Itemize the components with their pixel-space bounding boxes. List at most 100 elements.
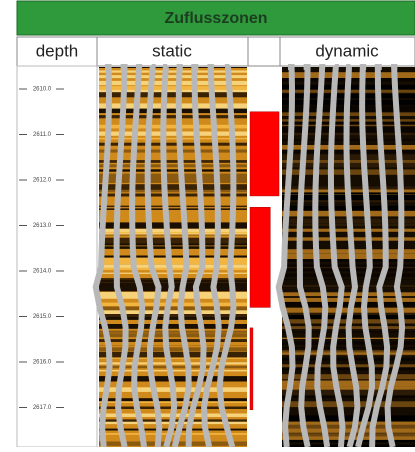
depth-label: 2617.0 [33,405,52,411]
image-stripe [282,401,415,408]
depth-label: 2613.0 [33,223,52,229]
image-stripe [282,410,415,413]
image-stripe [282,424,415,430]
image-stripe [282,367,415,371]
image-strip [384,64,406,448]
image-stripe [282,273,415,280]
image-strip [171,64,192,448]
title-bar [16,0,415,36]
image-stripe [282,253,415,260]
image-stripe [99,169,247,172]
image-strip [343,64,361,448]
column-header-row [16,36,415,67]
image-stripe [99,184,247,191]
image-stripe [99,75,247,79]
image-stripe [282,266,415,269]
image-stripe [282,287,415,289]
image-stripe [282,380,415,387]
image-stripe [99,257,247,264]
image-stripe [99,199,247,206]
image-strip [355,64,376,448]
image-strip [113,64,129,448]
image-stripe [99,302,247,306]
image-stripe [99,365,247,369]
image-strip [216,64,237,448]
image-stripe [99,131,247,136]
inflow-zone [249,207,271,308]
image-stripe [99,115,247,119]
image-stripe [99,160,247,163]
image-stripe [99,193,247,197]
image-stripe [282,407,415,414]
image-stripe [99,80,247,86]
image-stripe [99,438,247,441]
image-stripe [99,234,247,236]
image-stripe [99,211,247,217]
image-stripe [99,156,247,161]
image-stripe [282,386,415,394]
image-stripe [282,281,415,286]
depth-label: 2612.0 [33,178,52,184]
image-stripe [99,70,247,73]
image-strip [327,64,346,448]
image-strip [92,64,113,448]
image-stripe [282,389,415,395]
image-stripe [99,164,247,168]
image-stripe [99,317,247,320]
column-header: depth [36,41,79,60]
image-stripe [282,292,415,297]
image-stripe [282,428,415,433]
image-strip [160,64,178,448]
image-stripe [99,92,247,98]
image-strip [296,64,312,448]
image-stripe [99,330,247,333]
image-stripe [282,433,415,437]
image-stripe [99,347,247,352]
image-stripe [99,142,247,147]
column-header: static [152,41,192,60]
image-stripe [99,189,247,193]
image-stripe [99,246,247,250]
image-stripe [99,205,247,208]
image-strip [201,64,222,448]
image-stripe [99,351,247,358]
depth-label: 2616.0 [33,360,52,366]
image-stripe [99,243,247,246]
image-stripe [99,103,247,110]
dynamic-image [275,64,415,452]
image-stripe [99,149,247,153]
image-stripe [99,67,247,68]
image-stripe [99,98,247,105]
image-stripe [99,145,247,153]
image-stripe [282,364,415,368]
inflow-zones [249,111,280,411]
image-stripe [99,228,247,236]
image-stripe [99,237,247,244]
image-stripe [99,333,247,338]
image-stripe [99,137,247,140]
image-stripe [99,215,247,221]
image-stripe [282,374,415,380]
image-strip [275,64,296,448]
image-stripe [282,436,415,442]
image-stripe [282,415,415,422]
image-stripe [99,342,247,346]
image-stripe [99,208,247,210]
image-stripe [99,267,247,271]
image-stripe [282,297,415,302]
image-stripe [99,248,247,253]
image-strip [185,64,207,448]
image-stripe [99,264,247,269]
image-stripe [99,306,247,313]
image-stripe [282,284,415,289]
image-stripe [99,121,247,125]
depth-label: 2615.0 [33,314,52,320]
image-strip [129,64,148,448]
image-stripe [99,173,247,180]
image-stripe [99,296,247,299]
image-stripe [99,324,247,329]
image-stripe [99,314,247,320]
depth-scale: 2610.0 2611.0 2612.0 2613.0 2614.0 2615.0 2616… [19,87,64,411]
